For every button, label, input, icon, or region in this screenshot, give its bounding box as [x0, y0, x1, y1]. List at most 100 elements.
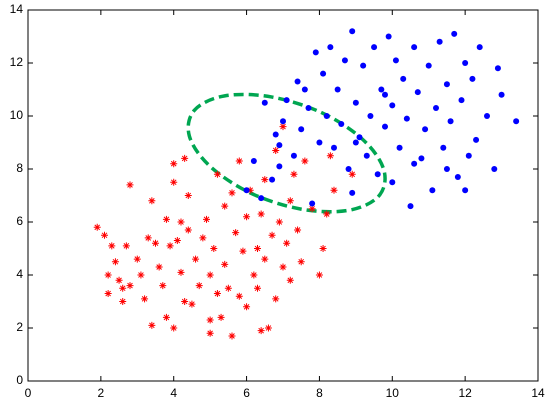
star-point — [93, 223, 101, 231]
star-point — [228, 332, 236, 340]
star-point — [239, 247, 247, 255]
ellipse — [186, 92, 387, 214]
star-point — [188, 300, 196, 308]
star-point — [228, 189, 236, 197]
dot-point — [250, 158, 257, 165]
dot-point — [349, 28, 356, 35]
star-point — [308, 205, 316, 213]
star-point — [224, 284, 232, 292]
star-point — [162, 313, 170, 321]
star-point — [261, 176, 269, 184]
dot-point — [367, 113, 374, 119]
star-point — [144, 234, 152, 242]
star-point — [101, 231, 108, 239]
star-point — [286, 276, 294, 284]
star-point — [254, 284, 261, 292]
dot-point — [341, 57, 348, 64]
star-point — [119, 298, 127, 305]
star-point — [137, 271, 145, 279]
star-point — [217, 313, 225, 321]
dot-point — [323, 113, 330, 119]
star-point — [272, 146, 280, 154]
dot-point — [334, 86, 341, 93]
dot-point — [382, 123, 388, 130]
star-point — [206, 271, 214, 279]
star-point — [104, 290, 112, 298]
dot-point — [316, 139, 323, 146]
dot-point — [290, 152, 297, 159]
y-tick-label: 12 — [10, 55, 24, 69]
dot-point — [465, 152, 472, 159]
dot-point — [298, 126, 305, 133]
dot-point — [462, 60, 469, 66]
plot-frame — [27, 9, 539, 382]
dot-point — [484, 113, 490, 119]
dot-point — [476, 44, 483, 51]
star-point — [152, 239, 159, 247]
star-point — [111, 258, 119, 266]
dot-point — [392, 57, 399, 64]
y-tick-label: 14 — [10, 2, 24, 16]
star-point — [148, 197, 156, 205]
x-tick-label: 10 — [386, 386, 400, 400]
dot-point — [443, 166, 450, 172]
star-point — [104, 271, 112, 279]
dot-point — [360, 62, 367, 69]
y-tick-label: 2 — [16, 320, 23, 334]
y-tick-label: 8 — [16, 161, 23, 175]
star-point — [264, 324, 272, 332]
star-point — [166, 242, 174, 250]
star-point — [235, 157, 243, 165]
star-point — [315, 271, 323, 279]
dot-point — [261, 99, 268, 106]
dot-point — [396, 144, 403, 151]
star-point — [257, 327, 265, 335]
x-tick-label: 12 — [458, 386, 472, 400]
star-point — [326, 152, 334, 160]
star-point — [184, 192, 192, 199]
dot-point — [513, 118, 520, 125]
star-point — [330, 186, 338, 194]
dot-point — [494, 65, 501, 72]
star-point — [250, 271, 258, 279]
y-tick-label: 10 — [10, 108, 24, 122]
dot-point — [305, 105, 312, 112]
star-point — [268, 231, 276, 239]
star-point — [115, 276, 123, 284]
star-point — [283, 239, 291, 247]
dot-point — [454, 173, 461, 180]
dot-point — [294, 78, 301, 85]
star-point — [279, 263, 287, 271]
dot-point — [462, 187, 469, 194]
star-point — [213, 290, 221, 298]
dot-point — [389, 179, 396, 186]
x-tick-label: 4 — [170, 386, 177, 400]
star-point — [279, 123, 287, 131]
dot-point — [272, 131, 279, 138]
star-point — [108, 242, 116, 250]
star-point — [235, 292, 243, 300]
dot-point — [451, 30, 458, 37]
dot-point — [352, 139, 359, 146]
x-tick-label: 14 — [531, 386, 545, 400]
dot-point — [429, 187, 436, 194]
dot-point — [411, 44, 418, 51]
dot-point — [356, 134, 363, 141]
star-point — [257, 210, 265, 218]
star-point — [221, 202, 229, 210]
dot-point — [269, 176, 276, 183]
dot-point — [331, 144, 337, 151]
x-tick-label: 8 — [316, 386, 323, 400]
star-point — [290, 170, 298, 178]
star-point — [319, 245, 327, 252]
dot-point — [389, 102, 396, 109]
star-point — [195, 282, 203, 290]
dot-point — [469, 75, 476, 82]
star-point — [159, 282, 167, 290]
star-point — [155, 263, 163, 271]
star-point — [170, 178, 178, 186]
dot-point — [382, 91, 388, 98]
star-point — [177, 218, 185, 226]
dot-point — [243, 187, 250, 194]
dot-point — [411, 160, 418, 167]
